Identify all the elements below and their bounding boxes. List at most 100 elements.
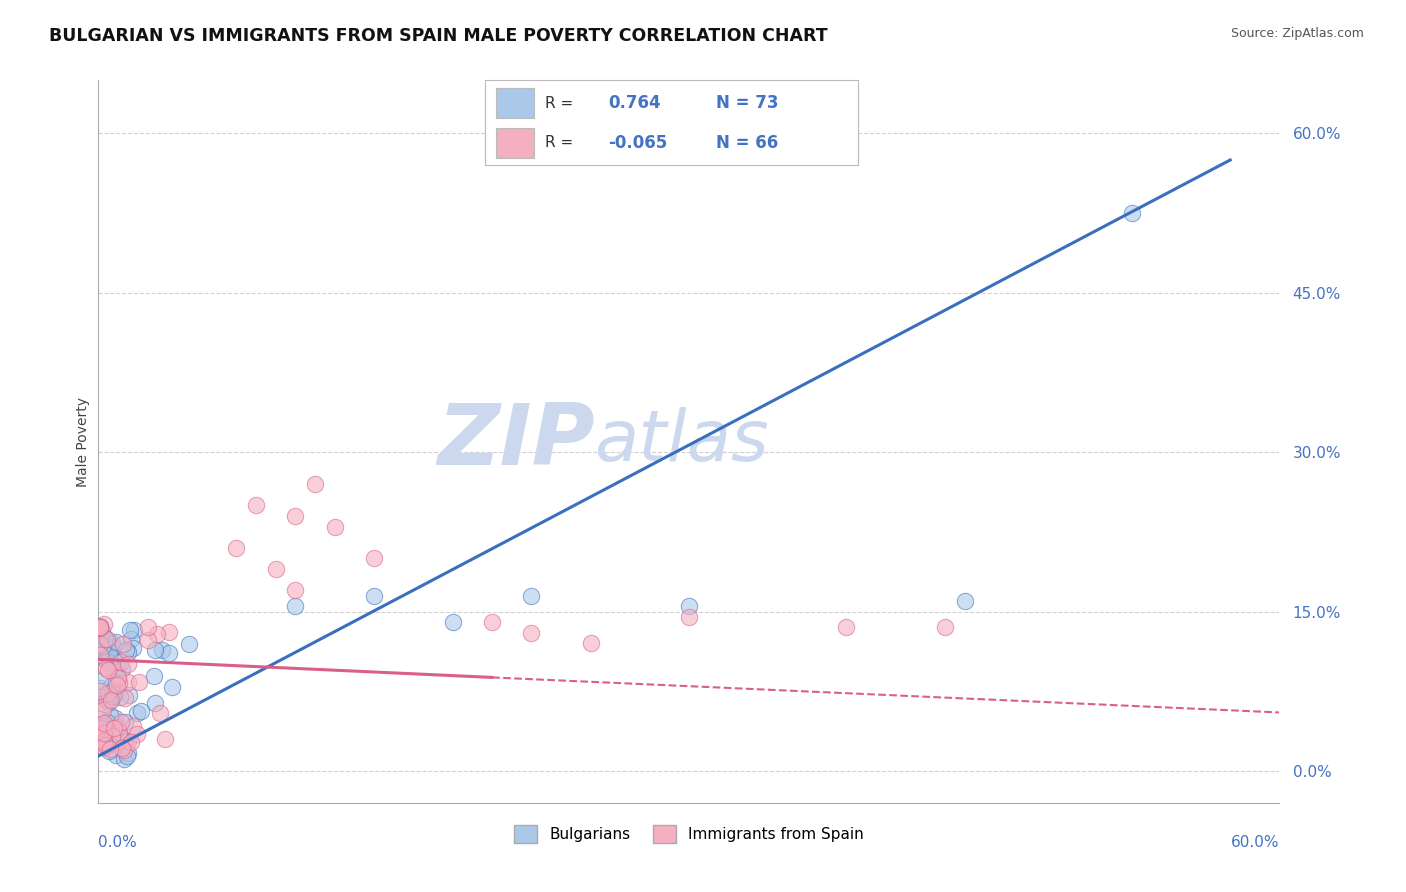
Point xyxy=(103,662,125,676)
Point xyxy=(107,676,129,690)
Point xyxy=(125,727,148,741)
FancyBboxPatch shape xyxy=(496,88,533,119)
Text: 60.0%: 60.0% xyxy=(1232,835,1279,850)
Point xyxy=(93,617,115,632)
Point xyxy=(108,725,131,739)
Point xyxy=(103,721,125,735)
Point xyxy=(117,746,139,760)
Point xyxy=(111,741,134,756)
Point xyxy=(101,636,124,650)
Text: R =: R = xyxy=(544,95,572,111)
Point xyxy=(157,625,180,640)
Point xyxy=(94,698,117,712)
Point xyxy=(105,721,128,735)
Point xyxy=(104,711,127,725)
Point xyxy=(94,653,117,667)
Point xyxy=(953,594,976,608)
Point xyxy=(110,714,132,729)
Point xyxy=(89,648,111,663)
Point xyxy=(146,627,169,641)
Legend: Bulgarians, Immigrants from Spain: Bulgarians, Immigrants from Spain xyxy=(508,819,870,849)
Point xyxy=(579,636,602,650)
Point xyxy=(284,583,307,598)
Point xyxy=(93,716,115,731)
Point xyxy=(93,631,115,645)
Point xyxy=(89,673,111,688)
Text: atlas: atlas xyxy=(595,407,769,476)
Point xyxy=(153,732,176,747)
Point xyxy=(107,671,129,685)
Point xyxy=(112,743,135,757)
Point xyxy=(98,708,121,723)
Point xyxy=(835,620,858,634)
Point xyxy=(934,620,956,634)
Point xyxy=(89,712,111,726)
Point xyxy=(89,620,111,634)
Point xyxy=(520,589,543,603)
Point xyxy=(96,632,118,647)
Point xyxy=(93,739,115,754)
Point xyxy=(93,726,115,740)
Text: N = 66: N = 66 xyxy=(716,134,779,152)
Point xyxy=(91,639,114,653)
Point xyxy=(100,742,122,756)
Point xyxy=(96,739,118,753)
Point xyxy=(96,715,118,730)
Point xyxy=(101,640,124,654)
Point xyxy=(117,734,139,748)
Point xyxy=(105,678,128,692)
Text: Source: ZipAtlas.com: Source: ZipAtlas.com xyxy=(1230,27,1364,40)
Point xyxy=(1121,206,1143,220)
Point xyxy=(100,723,122,737)
Point xyxy=(101,646,124,660)
Point xyxy=(143,669,166,683)
Point xyxy=(114,643,136,657)
Point xyxy=(125,706,148,720)
Point xyxy=(363,589,385,603)
Point xyxy=(441,615,464,630)
Point xyxy=(104,735,127,749)
Text: 0.764: 0.764 xyxy=(607,95,661,112)
Point xyxy=(100,722,122,736)
Point xyxy=(304,477,326,491)
Point xyxy=(89,620,111,634)
Point xyxy=(120,735,142,749)
Point xyxy=(111,637,134,651)
Text: 0.0%: 0.0% xyxy=(98,835,138,850)
Point xyxy=(157,646,180,660)
Point xyxy=(97,664,120,678)
Point xyxy=(120,624,142,638)
Point xyxy=(97,648,120,663)
Point xyxy=(100,693,122,707)
Point xyxy=(90,730,112,744)
Point xyxy=(89,621,111,635)
Point xyxy=(100,736,122,750)
Point xyxy=(94,661,117,675)
Text: R =: R = xyxy=(544,136,572,151)
Point xyxy=(93,691,115,706)
Point xyxy=(114,690,136,705)
Point xyxy=(105,660,128,674)
Point xyxy=(89,620,111,634)
Point xyxy=(93,733,115,747)
Point xyxy=(284,508,307,523)
Point xyxy=(108,690,131,704)
Point xyxy=(323,519,346,533)
Point xyxy=(93,643,115,657)
Point xyxy=(89,681,111,695)
Point xyxy=(103,654,125,668)
Point xyxy=(177,637,200,651)
Point xyxy=(121,719,143,733)
Point xyxy=(363,551,385,566)
Point xyxy=(98,695,121,709)
Point xyxy=(100,679,122,693)
Point xyxy=(225,541,247,555)
Point xyxy=(101,690,124,704)
Point xyxy=(122,640,145,655)
Point xyxy=(101,729,124,743)
Point xyxy=(150,643,173,657)
Point xyxy=(94,722,117,736)
Point xyxy=(115,748,138,763)
Text: N = 73: N = 73 xyxy=(716,95,779,112)
Point xyxy=(160,680,183,694)
